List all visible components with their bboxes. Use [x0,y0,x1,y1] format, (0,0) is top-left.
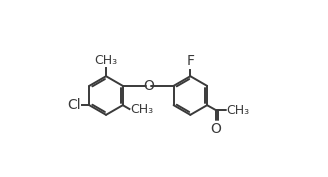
Text: CH₃: CH₃ [226,104,250,117]
Text: O: O [143,79,154,93]
Text: CH₃: CH₃ [94,54,118,67]
Text: CH₃: CH₃ [130,102,153,116]
Text: Cl: Cl [67,98,81,112]
Text: F: F [186,55,195,68]
Text: O: O [211,122,221,136]
